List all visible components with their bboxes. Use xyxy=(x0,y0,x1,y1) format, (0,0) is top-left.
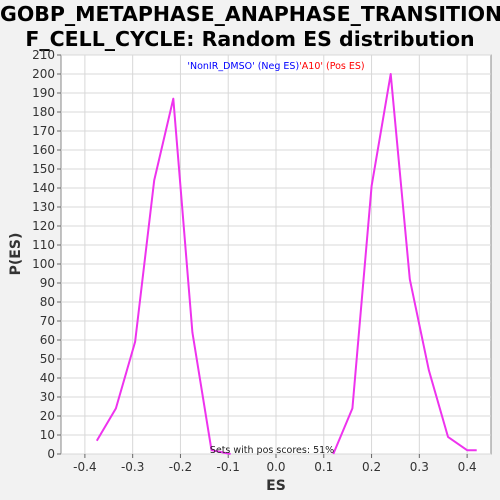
chart-title: GOBP_METAPHASE_ANAPHASE_TRANSITION_O F_C… xyxy=(0,2,500,52)
y-tick-label: 60 xyxy=(40,333,55,347)
distribution-line-2 xyxy=(332,73,477,455)
chart-title-line-2: F_CELL_CYCLE: Random ES distribution xyxy=(25,27,475,51)
tick-layer: -0.4 -0.3 -0.2 -0.1 0.0 0.1 0.2 0.3 0.4 0 10 20 30 40… xyxy=(32,48,477,474)
y-tick-label: 210 xyxy=(32,48,55,62)
x-tick-label: -0.4 xyxy=(73,460,96,474)
y-tick-label: 100 xyxy=(32,257,55,271)
legend-pos-label: 'A10' (Pos ES) xyxy=(299,61,364,72)
y-tick-label: 130 xyxy=(32,200,55,214)
y-tick-label: 20 xyxy=(40,409,55,423)
x-tick-label: -0.2 xyxy=(169,460,192,474)
legend: 'NonIR_DMSO' (Neg ES)'A10' (Pos ES) xyxy=(187,61,364,72)
pos-score-annotation: Sets with pos scores: 51% xyxy=(210,445,334,456)
y-tick-label: 150 xyxy=(32,162,55,176)
y-tick-label: 170 xyxy=(32,124,55,138)
series-layer xyxy=(95,73,477,455)
y-tick-label: 180 xyxy=(32,105,55,119)
y-tick-label: 140 xyxy=(32,181,55,195)
y-tick-label: 10 xyxy=(40,428,55,442)
x-tick-label: 0.3 xyxy=(410,460,429,474)
y-tick-label: 90 xyxy=(40,276,55,290)
x-tick-label: 0.1 xyxy=(314,460,333,474)
y-tick-label: 50 xyxy=(40,352,55,366)
y-tick-label: 110 xyxy=(32,238,55,252)
y-tick-label: 0 xyxy=(47,447,55,461)
y-tick-label: 160 xyxy=(32,143,55,157)
y-tick-label: 120 xyxy=(32,219,55,233)
grid-layer xyxy=(61,54,491,455)
y-axis-title: P(ES) xyxy=(8,233,24,276)
x-tick-label: 0.0 xyxy=(266,460,285,474)
x-axis-title: ES xyxy=(266,478,286,494)
distribution-line-1 xyxy=(95,97,231,455)
x-tick-label: 0.2 xyxy=(362,460,381,474)
y-tick-label: 190 xyxy=(32,86,55,100)
y-tick-label: 30 xyxy=(40,390,55,404)
x-tick-label: -0.3 xyxy=(121,460,144,474)
legend-neg-label: 'NonIR_DMSO' (Neg ES) xyxy=(187,61,299,72)
x-tick-label: -0.1 xyxy=(217,460,240,474)
y-tick-label: 200 xyxy=(32,67,55,81)
y-tick-label: 70 xyxy=(40,314,55,328)
chart-title-line-1: GOBP_METAPHASE_ANAPHASE_TRANSITION_O xyxy=(0,2,500,26)
y-tick-label: 80 xyxy=(40,295,55,309)
x-tick-label: 0.4 xyxy=(458,460,477,474)
y-tick-label: 40 xyxy=(40,371,55,385)
